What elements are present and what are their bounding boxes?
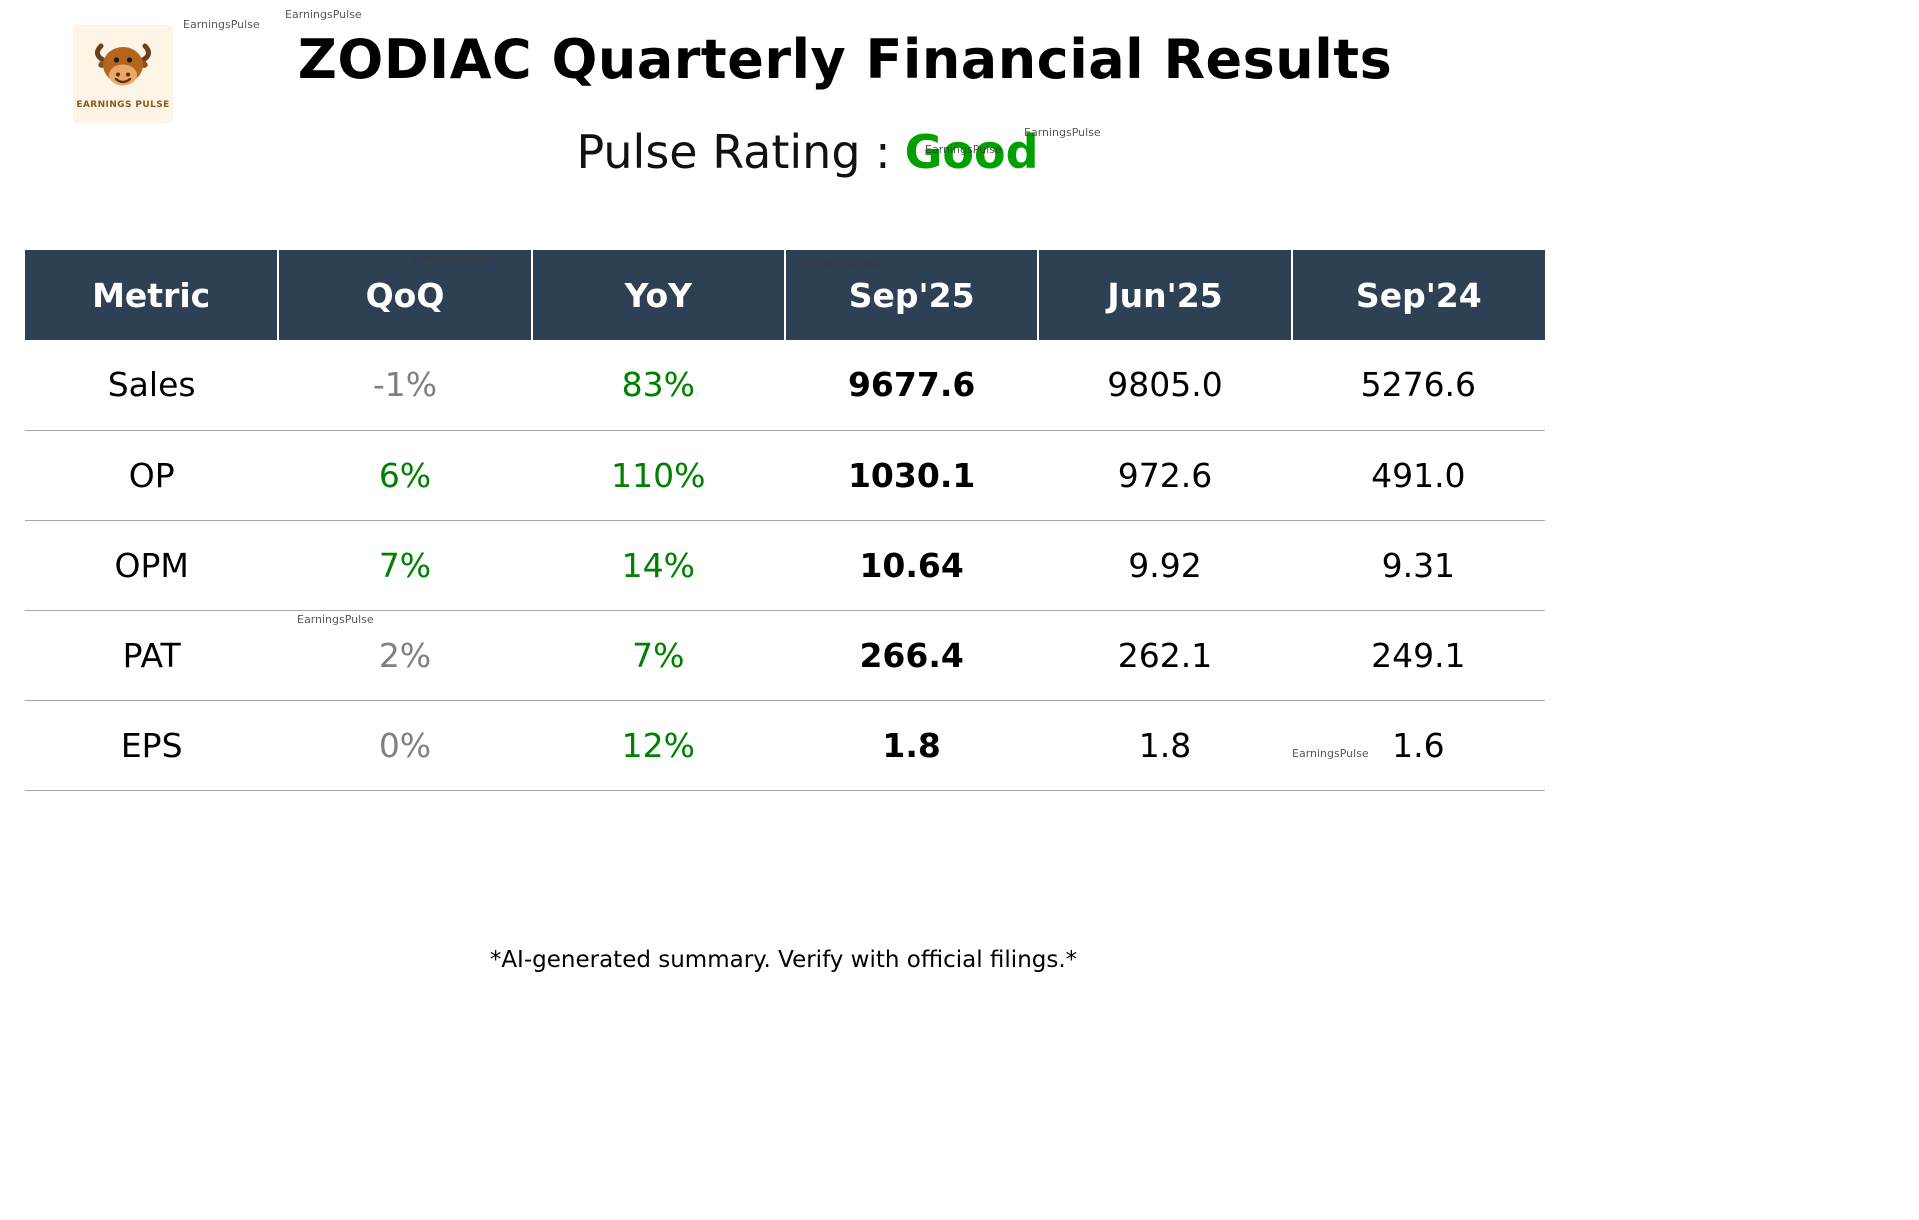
disclaimer-text: *AI-generated summary. Verify with offic… [489, 947, 1078, 973]
bull-logo-icon [91, 38, 155, 98]
col-header-sep24: Sep'24 [1291, 250, 1545, 340]
cell-sep24: 249.1 [1371, 635, 1466, 675]
cell-metric: EPS [120, 725, 183, 765]
cell-sep24: 491.0 [1371, 455, 1466, 495]
cell-qoq: 2% [378, 635, 432, 675]
cell-jun25: 9.92 [1128, 545, 1202, 585]
table-row-pat: PAT 2% 7% 266.4 262.1 249.1 [25, 610, 1545, 700]
table-row-sales: Sales -1% 83% 9677.6 9805.0 5276.6 [25, 340, 1545, 430]
watermark-text: EarningsPulse [411, 252, 488, 265]
col-header-metric: Metric [25, 250, 280, 340]
cell-sep25: 10.64 [859, 545, 964, 585]
cell-yoy: 7% [632, 635, 685, 675]
cell-yoy: 110% [611, 455, 706, 495]
pulse-rating-value: Good [904, 125, 1039, 179]
cell-metric: Sales [107, 365, 196, 405]
cell-metric: PAT [122, 635, 181, 675]
cell-sep25: 9677.6 [847, 365, 976, 405]
cell-yoy: 14% [621, 545, 695, 585]
watermark-text: EarningsPulse [297, 613, 374, 626]
watermark-text: EarningsPulse [805, 258, 882, 271]
logo-caption: EARNINGS PULSE [76, 100, 170, 110]
financial-table: Metric QoQ YoY Sep'25 Jun'25 Sep'24 Sale… [25, 250, 1545, 791]
cell-jun25: 262.1 [1117, 635, 1213, 675]
col-header-qoq: QoQ [278, 250, 533, 340]
col-header-jun25: Jun'25 [1038, 250, 1293, 340]
cell-sep25: 1030.1 [847, 455, 976, 495]
watermark-text: EarningsPulse [183, 18, 260, 31]
col-header-sep25: Sep'25 [784, 250, 1040, 340]
cell-qoq: 0% [378, 725, 432, 765]
col-header-yoy: YoY [531, 250, 786, 340]
cell-yoy: 83% [621, 365, 695, 405]
pulse-rating: Pulse Rating : Good [0, 125, 1615, 179]
table-row-opm: OPM 7% 14% 10.64 9.92 9.31 [25, 520, 1545, 610]
earnings-pulse-logo: EARNINGS PULSE [73, 25, 173, 123]
cell-metric: OPM [114, 545, 189, 585]
cell-sep25: 1.8 [882, 725, 941, 765]
watermark-text: EarningsPulse [925, 143, 1002, 156]
watermark-text: EarningsPulse [285, 8, 362, 21]
pulse-rating-label: Pulse Rating : [576, 125, 891, 179]
cell-jun25: 972.6 [1117, 455, 1213, 495]
cell-qoq: 7% [378, 545, 432, 585]
cell-sep25: 266.4 [859, 635, 964, 675]
cell-yoy: 12% [621, 725, 695, 765]
cell-sep24: 1.6 [1392, 725, 1445, 765]
cell-sep24: 5276.6 [1360, 365, 1477, 405]
table-row-eps: EPS 0% 12% 1.8 1.8 1.6 [25, 700, 1545, 790]
cell-qoq: -1% [372, 365, 438, 405]
table-header-row: Metric QoQ YoY Sep'25 Jun'25 Sep'24 [25, 250, 1545, 340]
page-title: ZODIAC Quarterly Financial Results [297, 28, 1393, 91]
watermark-text: EarningsPulse [1024, 126, 1101, 139]
cell-metric: OP [128, 455, 175, 495]
watermark-text: EarningsPulse [1292, 747, 1369, 760]
cell-sep24: 9.31 [1381, 545, 1456, 585]
cell-qoq: 6% [378, 455, 432, 495]
cell-jun25: 9805.0 [1107, 365, 1223, 405]
table-row-op: OP 6% 110% 1030.1 972.6 491.0 [25, 430, 1545, 520]
cell-jun25: 1.8 [1138, 725, 1192, 765]
